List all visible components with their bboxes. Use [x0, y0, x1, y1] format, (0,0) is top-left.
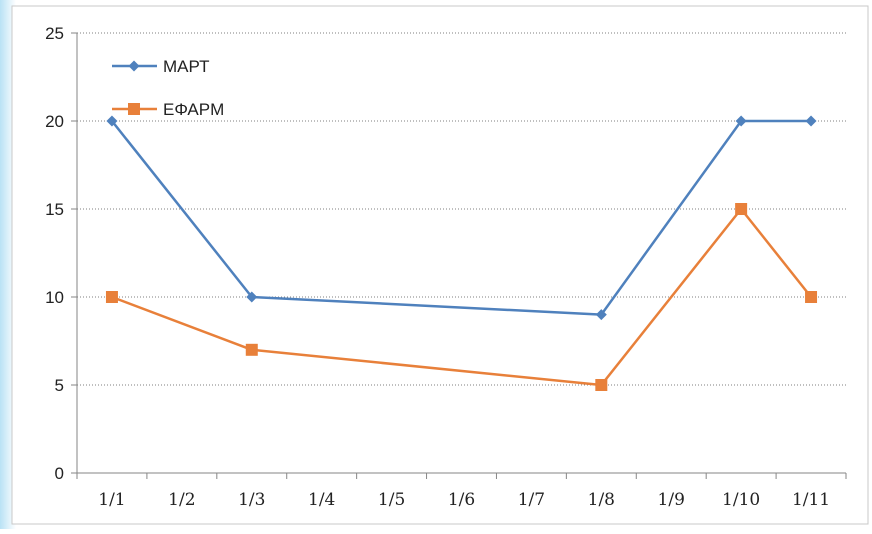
legend-swatch-marker — [128, 60, 140, 72]
legend-entry: ΕΦΑΡΜ — [112, 100, 224, 119]
data-point — [735, 203, 748, 215]
legend-swatch-marker — [128, 103, 140, 115]
x-tick-label: 1/4 — [308, 490, 335, 510]
y-axis-ticks: 0 5 10 15 20 25 — [45, 24, 64, 483]
x-axis-ticks: 1/1 1/2 1/3 1/4 1/5 1/6 1/7 1/8 1/9 1/10 1/11 — [98, 490, 830, 510]
series-1 — [106, 115, 817, 321]
x-tick-label: 1/3 — [238, 490, 265, 510]
x-tick-label: 1/9 — [658, 490, 685, 510]
x-tick-label: 1/11 — [792, 490, 830, 510]
x-tick-label: 1/10 — [722, 490, 760, 510]
data-point — [245, 343, 258, 356]
y-tick-label: 25 — [45, 24, 64, 43]
data-point — [246, 291, 258, 303]
x-tick-label: 1/1 — [98, 490, 125, 510]
legend-label: МАРТ — [163, 57, 209, 76]
axes — [71, 32, 847, 479]
chart-frame — [11, 5, 869, 525]
y-tick-label: 20 — [45, 112, 64, 131]
data-point — [106, 115, 118, 127]
data-point — [805, 291, 818, 303]
y-tick-label: 5 — [55, 376, 64, 395]
legend-entry: МАРТ — [112, 57, 209, 76]
legend: МАРТ ΕΦΑΡΜ — [112, 57, 224, 119]
x-tick-label: 1/7 — [518, 490, 545, 510]
x-tick-label: 1/5 — [378, 490, 405, 510]
y-tick-label: 0 — [55, 464, 64, 483]
gridlines — [77, 32, 846, 386]
x-tick-label: 1/6 — [448, 490, 475, 510]
data-point — [595, 309, 607, 321]
data-point — [735, 115, 747, 127]
y-tick-label: 10 — [45, 288, 64, 307]
series-2 — [105, 203, 818, 391]
x-tick-label: 1/8 — [588, 490, 615, 510]
series — [105, 115, 818, 391]
x-tick-label: 1/2 — [168, 490, 195, 510]
legend-label: ΕΦΑΡΜ — [163, 100, 224, 119]
data-point — [105, 291, 118, 303]
y-tick-label: 15 — [45, 200, 64, 219]
data-point — [805, 115, 817, 127]
data-point — [595, 379, 608, 391]
